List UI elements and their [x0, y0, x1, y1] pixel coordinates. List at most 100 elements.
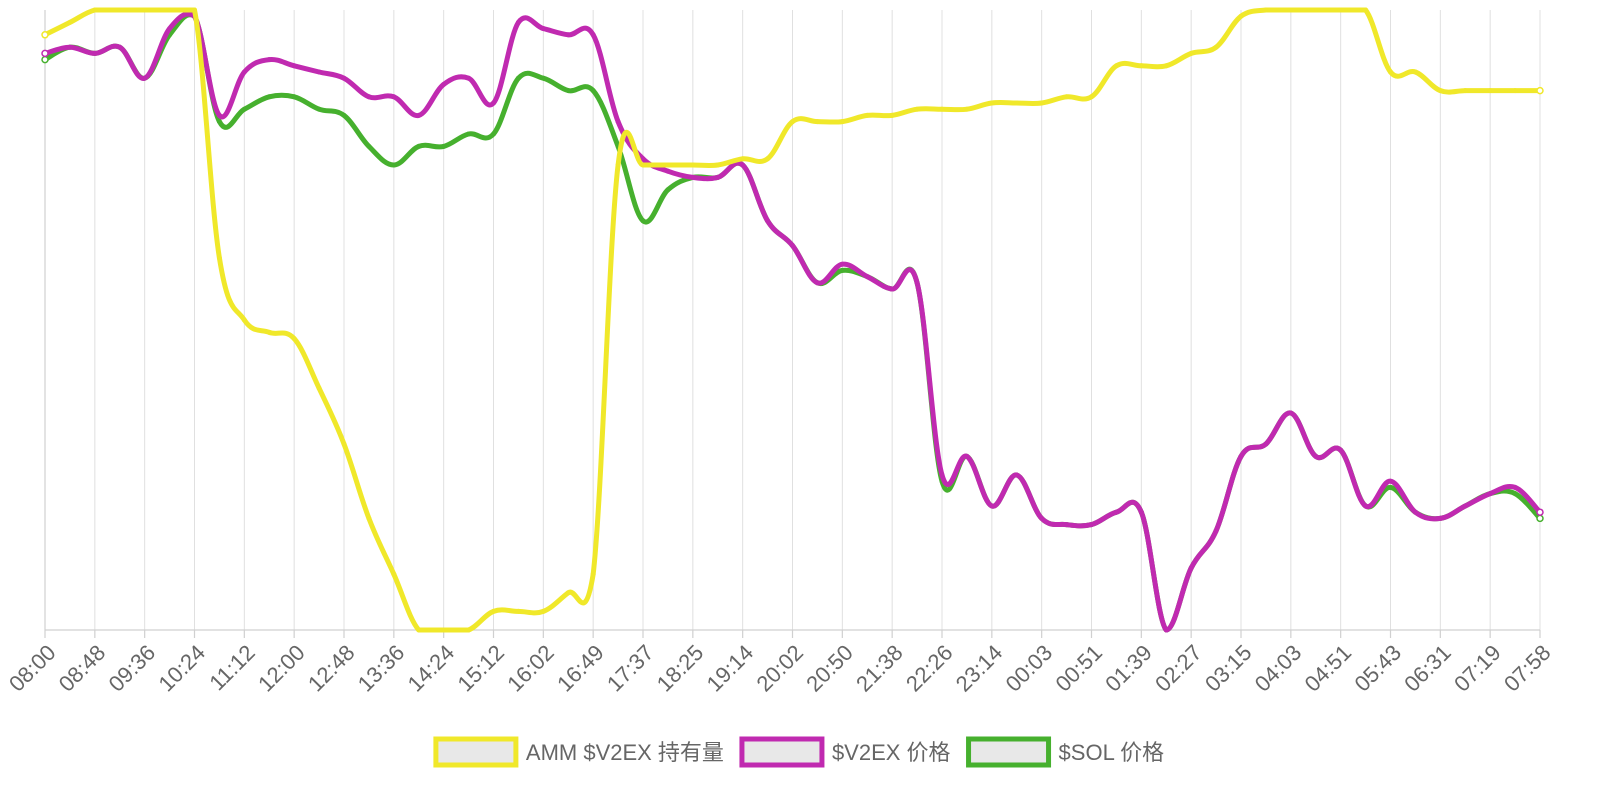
data-point [814, 280, 820, 286]
x-tick-label: 01:39 [1100, 640, 1157, 697]
data-point [1138, 63, 1144, 69]
data-point [715, 162, 721, 168]
data-point [1536, 514, 1544, 523]
data-point [1238, 13, 1244, 19]
data-point [1462, 88, 1468, 94]
data-point [515, 608, 521, 614]
data-point [565, 88, 571, 94]
series-group [41, 11, 1544, 633]
data-point [1089, 522, 1094, 528]
data-point [640, 156, 646, 162]
data-point [316, 69, 322, 75]
data-point [67, 44, 73, 50]
data-point [366, 143, 372, 149]
data-point [92, 50, 98, 56]
legend-swatch [966, 736, 1052, 768]
data-point [515, 19, 521, 25]
data-point [316, 385, 322, 391]
data-point [989, 503, 995, 509]
data-point [1064, 522, 1070, 528]
x-tick-label: 22:26 [901, 640, 958, 697]
data-point [341, 112, 347, 118]
legend-item[interactable]: $V2EX 价格 [739, 736, 951, 768]
data-point [814, 119, 820, 125]
data-point [67, 19, 73, 25]
data-point [665, 168, 671, 174]
x-tick-label: 07:58 [1499, 640, 1556, 697]
data-point [266, 329, 272, 335]
data-point [216, 255, 222, 261]
data-point [391, 94, 397, 100]
data-point [142, 7, 148, 13]
data-point [1188, 50, 1194, 56]
data-point [441, 627, 447, 633]
x-tick-label: 05:43 [1349, 640, 1406, 697]
legend-label: $V2EX 价格 [832, 740, 951, 765]
data-point [1263, 441, 1269, 447]
data-point [690, 162, 696, 168]
data-point [1163, 63, 1169, 69]
data-point [889, 112, 895, 118]
x-tick-label: 03:15 [1200, 640, 1257, 697]
data-point [1163, 627, 1169, 633]
data-point [989, 100, 995, 106]
data-point [142, 75, 148, 81]
data-point [765, 156, 771, 162]
data-point [416, 112, 422, 118]
data-point [241, 106, 247, 112]
x-tick-label: 07:19 [1449, 640, 1506, 697]
x-tick-label: 08:00 [4, 640, 61, 697]
data-point [540, 608, 546, 614]
data-point [590, 88, 596, 94]
data-point [117, 44, 123, 50]
data-point [1113, 63, 1119, 69]
data-point [640, 162, 646, 168]
legend-item[interactable]: $SOL 价格 [966, 736, 1165, 768]
data-point [391, 162, 397, 168]
x-tick-label: 10:24 [153, 640, 210, 697]
legend-item[interactable]: AMM $V2EX 持有量 [433, 736, 724, 768]
x-tick-label: 20:02 [751, 640, 808, 697]
data-point [565, 590, 571, 596]
data-point [715, 174, 721, 180]
data-point [1014, 472, 1020, 478]
data-point [839, 261, 845, 267]
data-point [491, 131, 496, 137]
data-point [1462, 503, 1468, 509]
data-point [740, 156, 746, 162]
data-point [839, 267, 845, 273]
grid [44, 10, 1541, 630]
data-point [466, 75, 472, 81]
x-tick-label: 00:51 [1050, 640, 1107, 697]
legend: AMM $V2EX 持有量 $V2EX 价格 $SOL 价格 [433, 736, 1165, 768]
data-point [1138, 509, 1144, 515]
x-tick-label: 18:25 [652, 640, 709, 697]
data-point [341, 441, 347, 447]
data-point [515, 75, 521, 81]
data-point [1388, 478, 1393, 484]
data-point [266, 94, 272, 100]
x-tick-label: 04:51 [1300, 640, 1357, 697]
data-point [640, 218, 646, 224]
data-point [1188, 565, 1194, 571]
data-point [41, 49, 49, 58]
data-point [1363, 503, 1369, 509]
legend-label: AMM $V2EX 持有量 [526, 740, 724, 765]
x-tick-label: 04:03 [1250, 640, 1307, 697]
x-tick-label: 02:27 [1150, 640, 1207, 697]
data-point [939, 106, 945, 112]
data-point [540, 26, 546, 32]
data-point [491, 100, 496, 106]
data-point [839, 119, 845, 125]
data-point [1512, 491, 1518, 497]
x-axis-tick-labels: 08:0008:4809:3610:2411:1212:0012:4813:36… [4, 640, 1556, 697]
data-point [92, 7, 98, 13]
data-point [491, 608, 496, 614]
data-point [1536, 508, 1544, 516]
data-point [1437, 515, 1443, 521]
legend-swatch [433, 736, 519, 768]
x-tick-label: 15:12 [452, 640, 509, 697]
data-point [241, 69, 247, 75]
data-point [1388, 69, 1393, 75]
x-tick-label: 16:49 [552, 640, 609, 697]
